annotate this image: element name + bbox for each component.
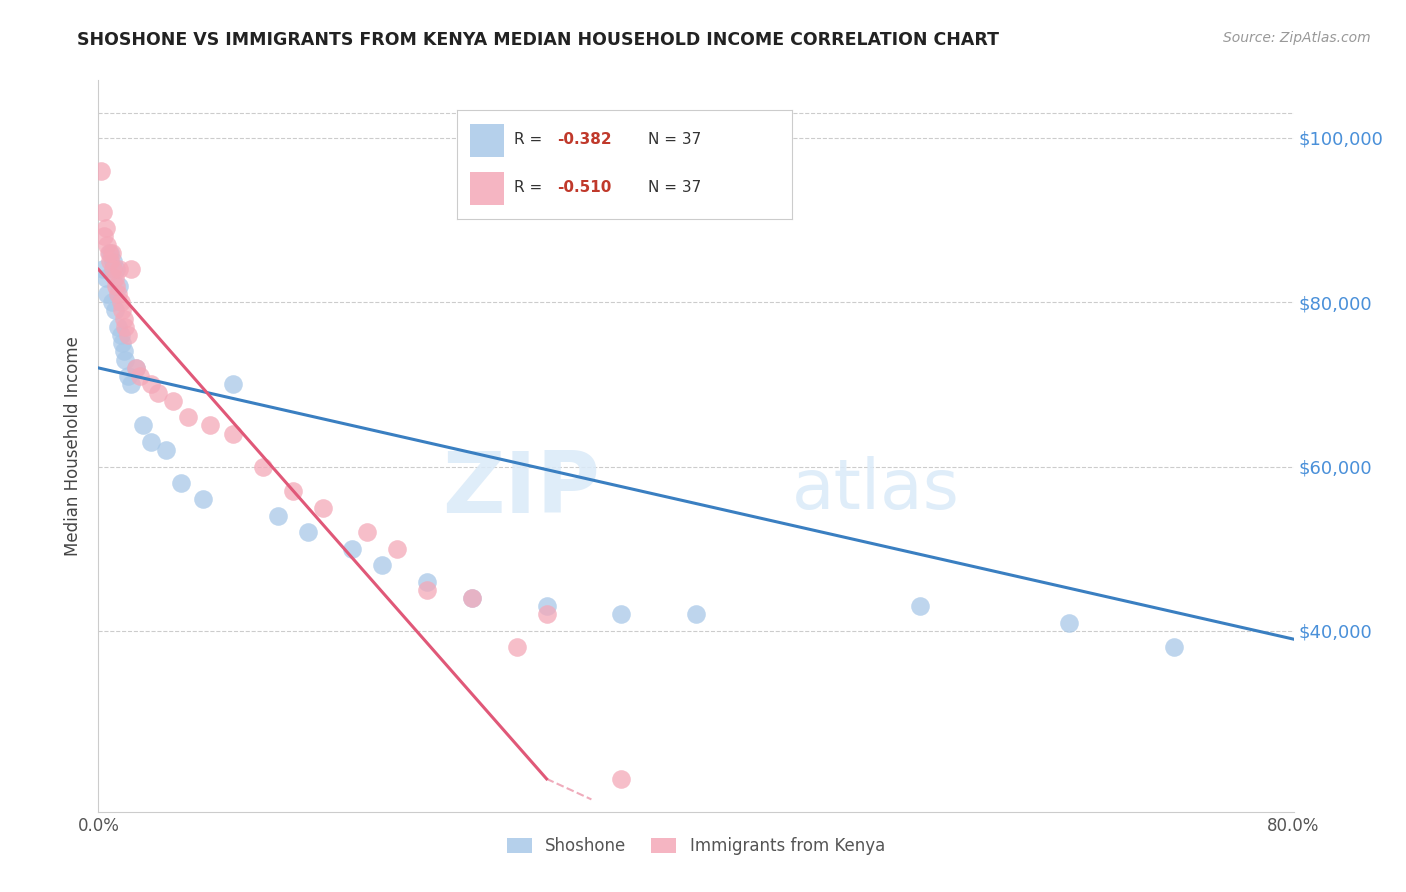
Point — [98, 245, 122, 260]
Point — [169, 475, 191, 490]
Point — [610, 607, 633, 622]
Point — [104, 303, 127, 318]
Point — [416, 582, 439, 597]
Point — [311, 500, 333, 515]
Point — [108, 278, 131, 293]
Point — [110, 295, 132, 310]
Point — [120, 377, 142, 392]
Point — [536, 607, 558, 622]
Text: Source: ZipAtlas.com: Source: ZipAtlas.com — [1223, 31, 1371, 45]
Point — [385, 541, 409, 556]
Point — [356, 525, 378, 540]
Point — [101, 245, 124, 260]
Point — [139, 434, 162, 449]
Point — [252, 459, 274, 474]
Point — [91, 204, 114, 219]
Point — [104, 270, 127, 285]
Point — [101, 295, 124, 310]
Point — [1163, 640, 1185, 655]
Point — [685, 607, 707, 622]
Point — [129, 369, 152, 384]
Point — [610, 772, 633, 786]
Point — [96, 237, 118, 252]
Point — [222, 426, 245, 441]
Point — [107, 319, 129, 334]
Point — [162, 393, 184, 408]
Point — [120, 262, 142, 277]
Point — [103, 254, 125, 268]
Point — [139, 377, 162, 392]
Y-axis label: Median Household Income: Median Household Income — [65, 336, 83, 556]
Point — [117, 369, 139, 384]
Point — [222, 377, 245, 392]
Point — [536, 599, 558, 614]
Point — [200, 418, 222, 433]
Point — [117, 328, 139, 343]
Point — [97, 245, 120, 260]
Point — [107, 287, 129, 301]
Point — [506, 640, 529, 655]
Point — [98, 254, 122, 268]
Text: ZIP: ZIP — [443, 449, 600, 532]
Point — [93, 229, 115, 244]
Point — [112, 311, 135, 326]
Point — [461, 591, 484, 605]
Point — [110, 328, 132, 343]
Point — [105, 278, 128, 293]
Text: SHOSHONE VS IMMIGRANTS FROM KENYA MEDIAN HOUSEHOLD INCOME CORRELATION CHART: SHOSHONE VS IMMIGRANTS FROM KENYA MEDIAN… — [77, 31, 1000, 49]
Point — [416, 574, 439, 589]
Text: atlas: atlas — [792, 457, 959, 524]
Point — [1059, 615, 1081, 630]
Point — [91, 262, 114, 277]
Point — [297, 525, 319, 540]
Point — [342, 541, 364, 556]
Point — [112, 344, 135, 359]
Point — [111, 303, 134, 318]
Point — [191, 492, 214, 507]
Point — [908, 599, 931, 614]
Point — [90, 163, 112, 178]
Point — [155, 443, 177, 458]
Point — [148, 385, 170, 400]
Point — [114, 319, 136, 334]
Point — [105, 262, 128, 277]
Point — [125, 360, 148, 375]
Point — [125, 360, 148, 375]
Point — [177, 410, 200, 425]
Point — [132, 418, 155, 433]
Point — [108, 262, 131, 277]
Legend: Shoshone, Immigrants from Kenya: Shoshone, Immigrants from Kenya — [501, 830, 891, 862]
Point — [281, 484, 304, 499]
Point — [267, 508, 290, 523]
Point — [111, 336, 134, 351]
Point — [96, 287, 118, 301]
Point — [114, 352, 136, 367]
Point — [371, 558, 394, 573]
Point — [461, 591, 484, 605]
Point — [103, 262, 125, 277]
Point — [94, 270, 117, 285]
Point — [94, 221, 117, 235]
